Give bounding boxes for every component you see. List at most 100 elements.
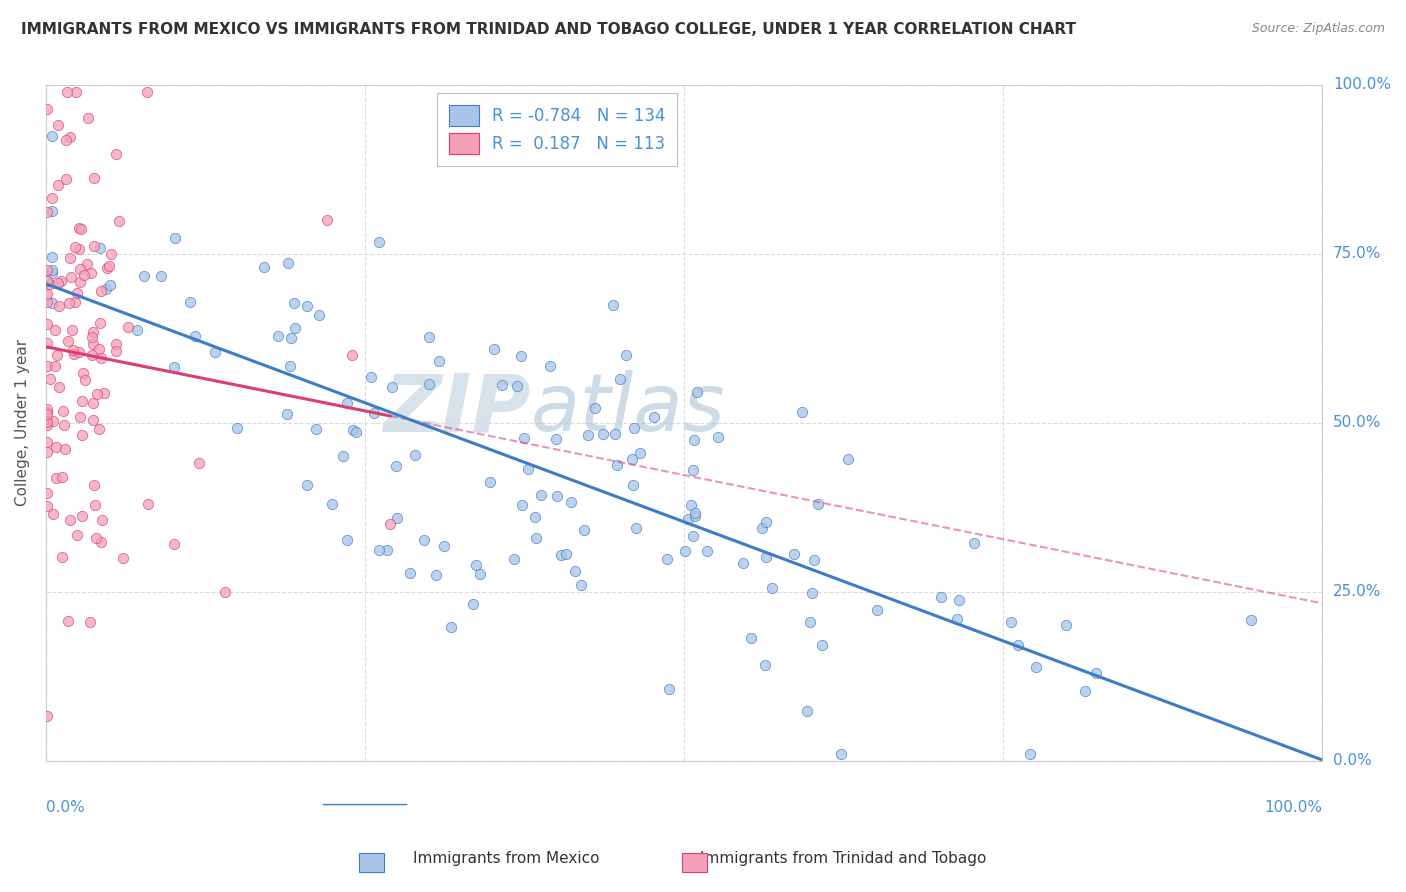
Point <box>135 85 157 99</box>
Point <box>46 348 69 362</box>
Point <box>683 508 706 523</box>
Point <box>1019 747 1042 761</box>
Point <box>41 129 63 144</box>
Point <box>37 405 59 419</box>
Point <box>59 513 82 527</box>
Point <box>283 295 305 310</box>
Point <box>530 488 553 502</box>
Point <box>125 323 148 337</box>
Point <box>89 343 111 357</box>
Point <box>83 171 105 186</box>
Point <box>321 497 343 511</box>
Point <box>37 204 59 219</box>
Point <box>41 262 63 277</box>
Point <box>621 478 644 492</box>
Point <box>1084 665 1107 680</box>
Point <box>440 620 463 634</box>
Point <box>37 445 59 459</box>
Point <box>45 440 67 454</box>
Point <box>89 316 111 330</box>
Point <box>491 378 513 392</box>
Point <box>204 344 226 359</box>
Point <box>799 615 821 629</box>
Point <box>52 417 75 432</box>
Point <box>782 547 804 561</box>
Point <box>503 552 526 566</box>
Point <box>546 489 568 503</box>
Point <box>253 260 276 274</box>
Point <box>96 261 118 276</box>
Point <box>184 329 207 343</box>
Point <box>69 242 91 256</box>
Point <box>683 506 706 520</box>
Point <box>276 407 298 421</box>
Point <box>105 336 128 351</box>
Text: ZIP: ZIP <box>384 370 531 449</box>
Point <box>69 262 91 277</box>
Point <box>478 475 501 489</box>
Point <box>342 423 364 437</box>
Text: IMMIGRANTS FROM MEXICO VS IMMIGRANTS FROM TRINIDAD AND TOBAGO COLLEGE, UNDER 1 Y: IMMIGRANTS FROM MEXICO VS IMMIGRANTS FRO… <box>21 22 1076 37</box>
Point <box>163 359 186 374</box>
Point <box>929 591 952 605</box>
Point <box>80 348 103 362</box>
Point <box>811 638 834 652</box>
Point <box>39 277 62 291</box>
Point <box>1025 660 1047 674</box>
Point <box>866 602 889 616</box>
Point <box>82 413 104 427</box>
Point <box>336 533 359 547</box>
Point <box>100 247 122 261</box>
Point <box>761 581 783 595</box>
Point <box>46 276 69 290</box>
Point <box>37 408 59 422</box>
Point <box>149 268 172 283</box>
Point <box>266 329 288 343</box>
Point <box>58 296 80 310</box>
Point <box>1074 683 1097 698</box>
Point <box>188 456 211 470</box>
Text: atlas: atlas <box>531 370 725 449</box>
Point <box>41 204 63 219</box>
Point <box>97 259 120 273</box>
Point <box>82 396 104 410</box>
Point <box>673 543 696 558</box>
Point <box>93 386 115 401</box>
Point <box>516 461 538 475</box>
Point <box>41 414 63 428</box>
Point <box>37 486 59 500</box>
Point <box>37 286 59 301</box>
Point <box>624 521 647 535</box>
Point <box>418 377 440 392</box>
Point <box>80 330 103 344</box>
Point <box>46 118 69 132</box>
Point <box>340 348 363 362</box>
Point <box>696 544 718 558</box>
Point <box>602 297 624 311</box>
Point <box>41 507 63 521</box>
Point <box>37 402 59 417</box>
Point <box>86 387 108 401</box>
Point <box>48 299 70 313</box>
Point <box>63 294 86 309</box>
Point <box>564 564 586 578</box>
Text: Immigrants from Mexico: Immigrants from Mexico <box>413 851 599 865</box>
Point <box>37 295 59 310</box>
Point <box>214 584 236 599</box>
Point <box>76 257 98 271</box>
Point <box>538 359 561 373</box>
Point <box>583 401 606 415</box>
Point <box>628 446 651 460</box>
Point <box>606 458 628 472</box>
Point <box>84 531 107 545</box>
Point <box>506 378 529 392</box>
Point <box>336 396 359 410</box>
Point <box>387 511 409 525</box>
Point <box>48 178 70 193</box>
Point <box>754 658 776 673</box>
Point <box>67 344 90 359</box>
Point <box>179 294 201 309</box>
Point <box>509 349 531 363</box>
Point <box>73 373 96 387</box>
Point <box>280 331 302 345</box>
